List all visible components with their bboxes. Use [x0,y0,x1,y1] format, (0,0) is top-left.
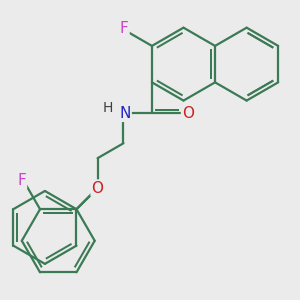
Text: O: O [92,181,104,196]
Text: N: N [119,106,130,121]
Text: H: H [103,101,113,115]
Text: F: F [120,21,128,36]
Text: O: O [182,106,194,121]
Text: F: F [17,173,26,188]
